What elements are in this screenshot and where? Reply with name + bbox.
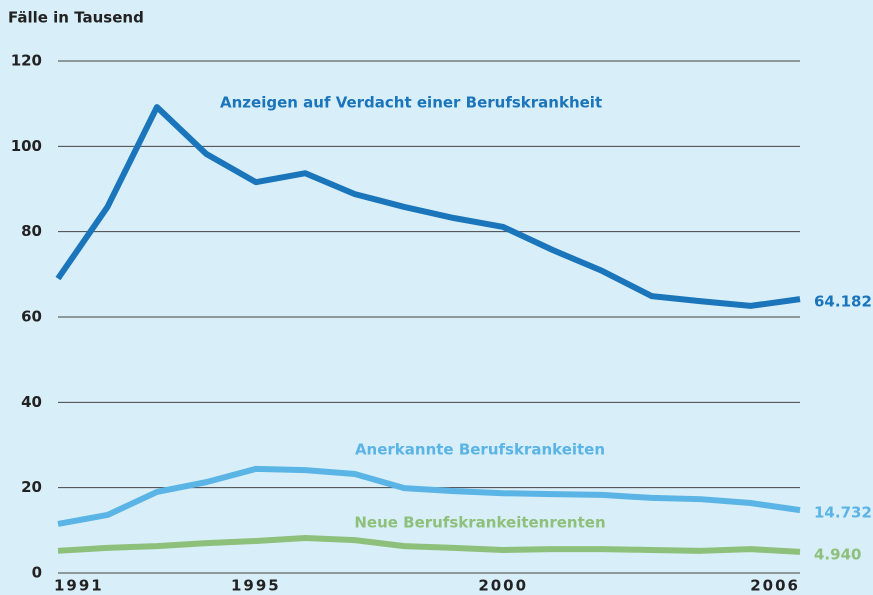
y-tick-label: 120 — [11, 52, 42, 70]
series-line — [57, 465, 801, 527]
y-tick-label: 20 — [21, 478, 42, 496]
x-tick-label: 2006 — [750, 577, 800, 595]
y-tick-label: 100 — [11, 137, 42, 155]
x-tick-label: 2000 — [478, 577, 528, 595]
value-label: 14.732 — [814, 504, 872, 522]
series-label: Anzeigen auf Verdacht einer Berufskrankh… — [220, 94, 602, 112]
series-label: Neue Berufskrankeitenrenten — [354, 514, 605, 532]
series-label: Anerkannte Berufskrankeiten — [355, 441, 605, 459]
y-axis-label: Fälle in Tausend — [8, 9, 144, 27]
x-tick-label: 1995 — [231, 577, 281, 595]
value-label: 64.182 — [814, 293, 872, 311]
y-tick-label: 0 — [32, 564, 42, 582]
x-tick-label: 1991 — [54, 577, 104, 595]
series-line — [57, 535, 801, 555]
y-tick-label: 60 — [21, 308, 42, 326]
y-tick-label: 40 — [21, 393, 42, 411]
value-label: 4.940 — [814, 545, 861, 563]
series-line — [55, 104, 801, 309]
y-tick-label: 80 — [21, 222, 42, 240]
